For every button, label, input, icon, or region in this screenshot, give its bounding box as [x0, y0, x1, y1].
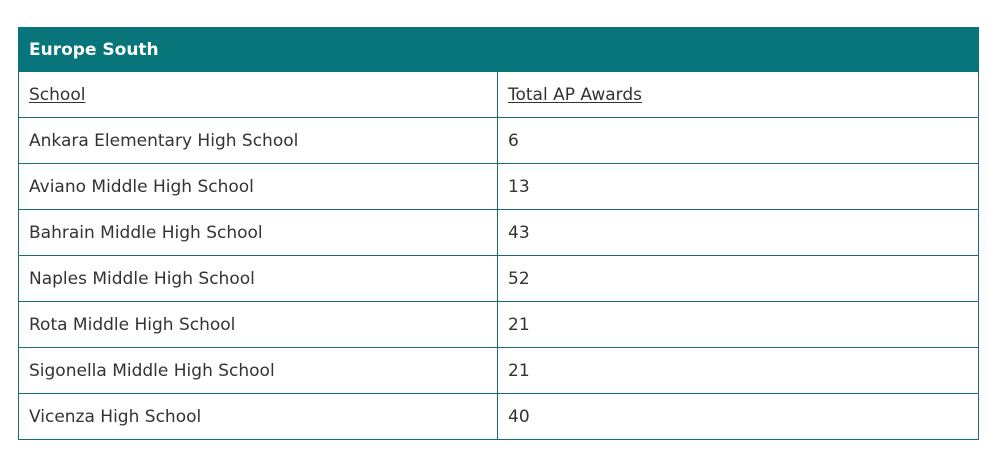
- awards-count-cell: 21: [497, 301, 979, 348]
- awards-count-cell: 21: [497, 347, 979, 394]
- awards-table-container: Europe South School Total AP Awards Anka…: [18, 27, 979, 440]
- awards-count-cell: 6: [497, 117, 979, 164]
- region-header-row: Europe South: [18, 27, 979, 72]
- awards-column-header-label: Total AP Awards: [508, 84, 642, 105]
- table-row: Ankara Elementary High School 6: [18, 117, 979, 164]
- table-row: Aviano Middle High School 13: [18, 163, 979, 210]
- school-name-cell: Bahrain Middle High School: [18, 209, 498, 256]
- school-name-cell: Sigonella Middle High School: [18, 347, 498, 394]
- awards-count-cell: 43: [497, 209, 979, 256]
- school-column-header: School: [18, 71, 498, 118]
- table-row: Vicenza High School 40: [18, 393, 979, 440]
- school-name-cell: Aviano Middle High School: [18, 163, 498, 210]
- table-row: Sigonella Middle High School 21: [18, 347, 979, 394]
- table-row: Bahrain Middle High School 43: [18, 209, 979, 256]
- awards-column-header: Total AP Awards: [497, 71, 979, 118]
- awards-count-cell: 13: [497, 163, 979, 210]
- school-name-cell: Rota Middle High School: [18, 301, 498, 348]
- ap-awards-table: Europe South School Total AP Awards Anka…: [18, 27, 979, 440]
- column-header-row: School Total AP Awards: [18, 71, 979, 118]
- school-name-cell: Naples Middle High School: [18, 255, 498, 302]
- school-column-header-label: School: [29, 84, 86, 105]
- school-name-cell: Ankara Elementary High School: [18, 117, 498, 164]
- table-row: Rota Middle High School 21: [18, 301, 979, 348]
- awards-count-cell: 40: [497, 393, 979, 440]
- school-name-cell: Vicenza High School: [18, 393, 498, 440]
- table-row: Naples Middle High School 52: [18, 255, 979, 302]
- awards-count-cell: 52: [497, 255, 979, 302]
- region-title: Europe South: [18, 27, 979, 72]
